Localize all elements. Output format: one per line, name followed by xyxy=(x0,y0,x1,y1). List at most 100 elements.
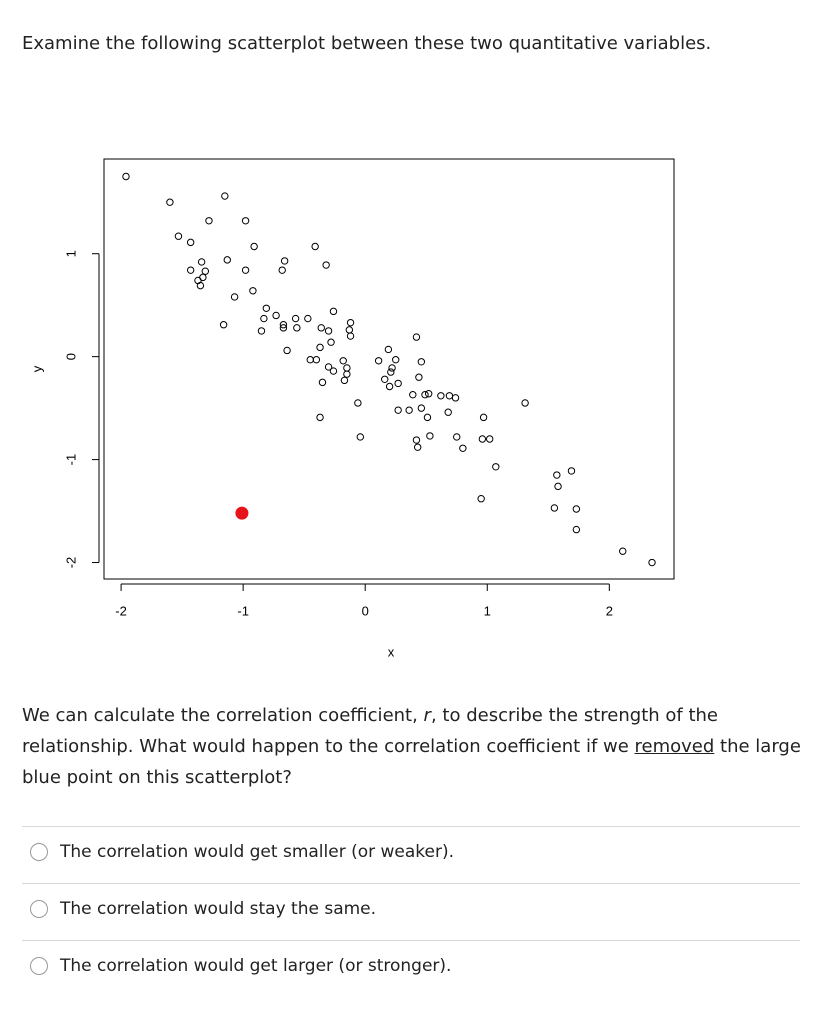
point xyxy=(329,307,338,316)
point xyxy=(374,357,383,365)
point xyxy=(554,482,562,491)
point xyxy=(340,376,349,385)
x-axis-label: x xyxy=(388,644,395,659)
y-tick-label: 0 xyxy=(63,353,78,360)
y-tick-label: -2 xyxy=(63,557,78,569)
point xyxy=(291,314,300,323)
text: , to describe the strength of the relati… xyxy=(22,705,718,757)
text: the large blue point on this scatterplot… xyxy=(22,736,801,788)
point xyxy=(648,558,656,567)
point xyxy=(304,314,312,323)
point xyxy=(394,406,402,414)
point xyxy=(343,370,351,378)
point xyxy=(392,356,400,364)
x-tick-label: 2 xyxy=(606,603,613,618)
point xyxy=(479,413,488,422)
y-tick-label: -1 xyxy=(63,454,78,466)
point xyxy=(322,261,330,269)
point xyxy=(424,390,433,398)
x-tick-label: -2 xyxy=(115,603,127,618)
radio-button[interactable] xyxy=(30,900,48,918)
option[interactable]: The correlation would get smaller (or we… xyxy=(30,842,454,862)
point xyxy=(324,327,333,335)
point xyxy=(201,267,210,275)
point xyxy=(550,504,559,512)
point xyxy=(485,435,494,443)
point xyxy=(241,217,250,225)
point xyxy=(249,287,257,295)
radio-button[interactable] xyxy=(30,957,48,975)
point xyxy=(174,232,183,240)
option-label[interactable]: The correlation would get larger (or str… xyxy=(60,956,452,976)
point xyxy=(186,266,195,274)
point xyxy=(388,364,396,372)
x-tick-label: 0 xyxy=(362,603,369,618)
point xyxy=(444,408,452,416)
point xyxy=(572,505,581,513)
scatterplot: -2 -1 0 1 2 -2 -1 0 1 x y xyxy=(29,158,675,659)
separator xyxy=(22,883,800,884)
point xyxy=(205,217,213,225)
point xyxy=(423,413,432,422)
point xyxy=(354,399,362,407)
question-title: Examine the following scatterplot betwee… xyxy=(22,33,712,54)
point xyxy=(343,364,351,372)
point xyxy=(327,338,335,346)
point xyxy=(279,321,288,329)
option[interactable]: The correlation would get larger (or str… xyxy=(30,956,451,976)
point xyxy=(417,358,426,366)
point xyxy=(492,463,500,471)
point xyxy=(317,324,325,332)
point xyxy=(186,238,195,247)
point xyxy=(230,293,239,301)
point xyxy=(459,444,467,452)
point xyxy=(194,276,202,285)
point xyxy=(405,406,413,414)
point xyxy=(329,367,338,375)
highlighted-point xyxy=(235,506,249,520)
point xyxy=(619,547,627,555)
point xyxy=(445,392,454,400)
point xyxy=(311,242,319,251)
point xyxy=(553,471,561,479)
plot-frame xyxy=(103,158,675,580)
point xyxy=(283,346,291,355)
point xyxy=(324,363,333,371)
point xyxy=(412,333,421,341)
point xyxy=(417,404,426,412)
y-tick-label: 1 xyxy=(63,250,78,257)
point xyxy=(257,327,266,335)
x-tick-label: 1 xyxy=(484,603,491,618)
option[interactable]: The correlation would stay the same. xyxy=(30,899,376,919)
point xyxy=(412,436,421,444)
point xyxy=(166,198,174,206)
point xyxy=(223,256,231,264)
radio-button[interactable] xyxy=(30,843,48,861)
point xyxy=(415,373,423,381)
point xyxy=(293,324,301,332)
point xyxy=(221,192,229,200)
point xyxy=(260,314,268,323)
point xyxy=(384,345,393,354)
point xyxy=(316,413,324,422)
point xyxy=(346,318,355,327)
point xyxy=(250,242,258,251)
point xyxy=(426,432,434,440)
option-label[interactable]: The correlation would get smaller (or we… xyxy=(60,842,455,862)
point xyxy=(409,391,417,399)
point xyxy=(521,399,529,407)
point xyxy=(453,433,461,441)
option-label[interactable]: The correlation would stay the same. xyxy=(60,899,377,919)
separator xyxy=(22,826,800,827)
question-text: We can calculate the correlation coeffic… xyxy=(22,700,802,793)
point xyxy=(381,375,389,383)
y-axis-label: y xyxy=(29,365,44,372)
point xyxy=(451,394,460,402)
point xyxy=(278,266,286,274)
point xyxy=(394,379,402,388)
point xyxy=(385,382,394,391)
point xyxy=(122,172,130,181)
point xyxy=(279,324,288,332)
x-tick-label: -1 xyxy=(237,603,249,618)
point xyxy=(318,378,327,387)
